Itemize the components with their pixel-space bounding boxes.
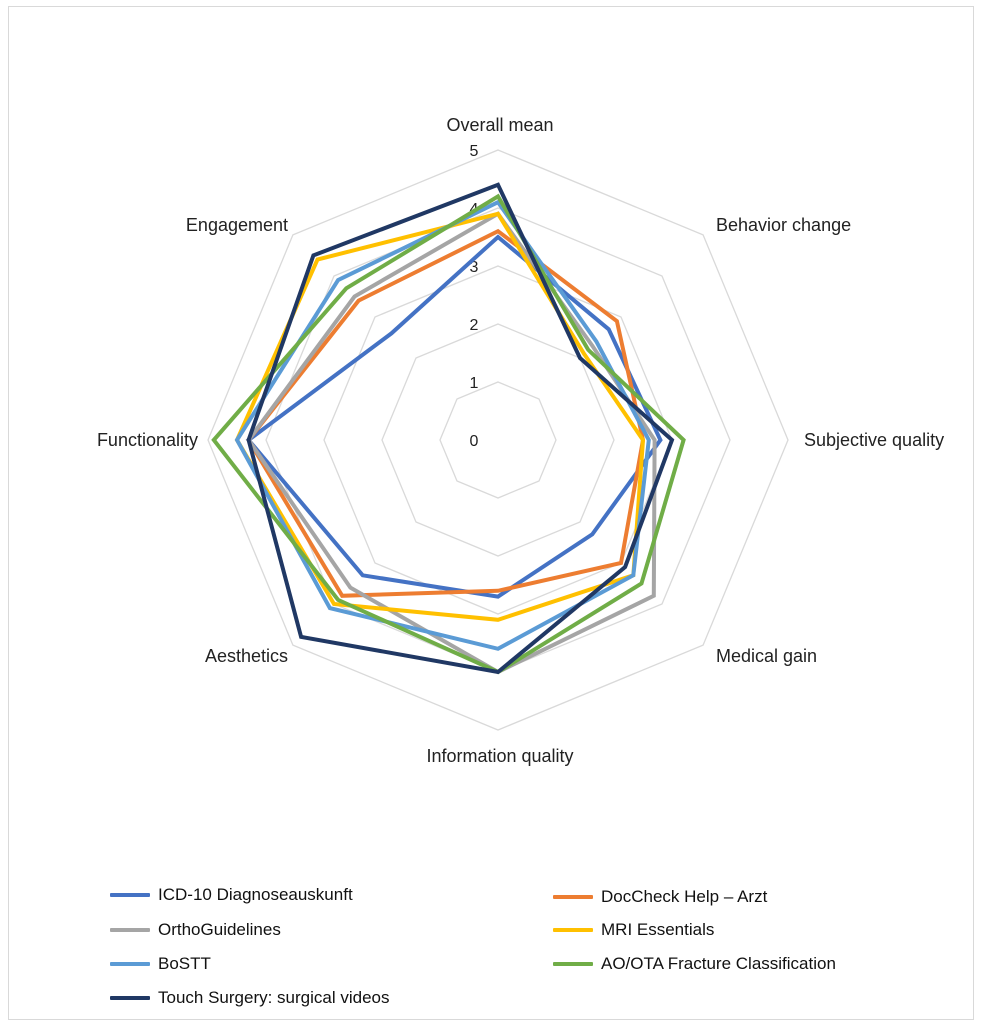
series-line-ao-ota-fracture-classification	[211, 193, 686, 675]
series-line-touch-surgery-surgical-videos	[246, 182, 675, 675]
series-line-mri-essentials	[234, 211, 646, 622]
legend-item-touch-surgery[interactable]: Touch Surgery: surgical videos	[110, 986, 390, 1010]
axis-label-behavior-change: Behavior change	[716, 215, 851, 235]
series-line-bostt	[234, 199, 651, 651]
axis-label-overall-mean: Overall mean	[446, 115, 553, 135]
grid-ring-2	[381, 323, 615, 557]
legend-label: BoSTT	[158, 954, 211, 973]
legend-label: OrthoGuidelines	[158, 920, 281, 939]
tick-label-3: 3	[470, 259, 479, 276]
series-line-doccheck-help-arzt	[246, 228, 646, 598]
legend-swatch-icd10	[110, 893, 150, 897]
series-line-orthoguidelines	[246, 211, 657, 675]
axis-label-information-quality: Information quality	[426, 746, 573, 766]
legend-item-bostt[interactable]: BoSTT	[110, 952, 211, 976]
axis-labels: Overall mean Behavior change Subjective qu…	[97, 115, 944, 766]
tick-label-5: 5	[470, 143, 479, 160]
axis-label-engagement: Engagement	[186, 215, 288, 235]
axis-label-aesthetics: Aesthetics	[205, 646, 288, 666]
legend-swatch-orthoguidelines	[110, 928, 150, 932]
legend-label: DocCheck Help – Arzt	[601, 887, 768, 906]
legend-swatch-ao-ota	[553, 962, 593, 966]
tick-label-1: 1	[470, 375, 479, 392]
legend-label: ICD-10 Diagnoseauskunft	[158, 885, 353, 904]
legend-item-doccheck[interactable]: DocCheck Help – Arzt	[553, 885, 767, 909]
grid-ring-5	[207, 149, 789, 731]
axis-label-medical-gain: Medical gain	[716, 646, 817, 666]
series-lines	[211, 182, 686, 675]
legend-item-mri-essentials[interactable]: MRI Essentials	[553, 918, 714, 942]
legend-item-orthoguidelines[interactable]: OrthoGuidelines	[110, 918, 281, 942]
legend-label: AO/OTA Fracture Classification	[601, 954, 836, 973]
legend-label: Touch Surgery: surgical videos	[158, 988, 390, 1007]
legend-item-icd10[interactable]: ICD-10 Diagnoseauskunft	[110, 883, 353, 907]
legend-swatch-mri-essentials	[553, 928, 593, 932]
axis-label-functionality: Functionality	[97, 430, 198, 450]
legend-swatch-doccheck	[553, 895, 593, 899]
tick-label-2: 2	[470, 317, 479, 334]
legend-swatch-bostt	[110, 962, 150, 966]
axis-label-subjective-quality: Subjective quality	[804, 430, 944, 450]
tick-label-0: 0	[470, 433, 479, 450]
legend-item-ao-ota[interactable]: AO/OTA Fracture Classification	[553, 952, 836, 976]
grid-ring-1	[439, 381, 557, 499]
legend-label: MRI Essentials	[601, 920, 715, 939]
legend-swatch-touch-surgery	[110, 996, 150, 1000]
chart-frame	[8, 6, 974, 1020]
